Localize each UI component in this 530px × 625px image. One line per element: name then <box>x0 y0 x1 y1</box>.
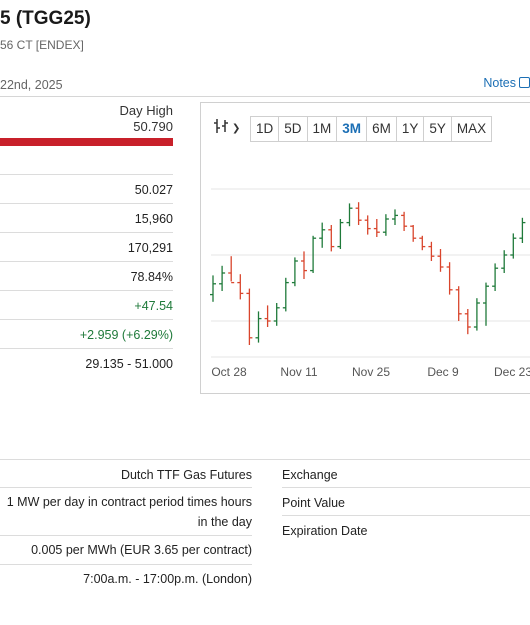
stat-value: 29.135 - 51.000 <box>85 357 173 371</box>
ohlc-bar <box>264 305 271 327</box>
notes-label: Notes <box>483 76 516 90</box>
contract-specs: Dutch TTF Gas Futures Exchange 1 MW per … <box>0 459 530 586</box>
spec-divider <box>0 487 252 488</box>
stat-value: 170,291 <box>127 241 173 255</box>
range-button-3m[interactable]: 3M <box>336 116 368 142</box>
ohlc-bar <box>364 215 371 235</box>
quote-date: 22nd, 2025 <box>0 78 63 92</box>
ohlc-bar <box>437 249 444 272</box>
x-tick-label: Nov 11 <box>280 365 317 379</box>
external-link-icon <box>519 77 530 88</box>
spec-contract-size: 1 MW per day in contract period times ho… <box>6 495 252 529</box>
stat-row: 50.027 <box>0 174 173 203</box>
x-tick-label: Dec 9 <box>427 365 459 379</box>
ohlc-bar <box>428 241 435 261</box>
ohlc-bar <box>419 235 426 251</box>
ohlc-bar <box>228 256 235 284</box>
ohlc-bar <box>455 286 462 321</box>
contract-subtitle: 56 CT [ENDEX] <box>0 38 84 52</box>
ohlc-bar <box>301 251 307 279</box>
ohlc-bar <box>282 277 289 312</box>
ohlc-bar <box>510 233 517 259</box>
range-button-6m[interactable]: 6M <box>366 116 397 142</box>
ohlc-bar <box>355 202 362 225</box>
ohlc-bar <box>255 311 262 343</box>
stat-row: 15,960 <box>0 203 173 232</box>
candlestick-chart-icon[interactable]: ❯ <box>213 118 245 140</box>
range-selector: 1D 5D 1M 3M 6M 1Y 5Y MAX <box>250 116 493 142</box>
notes-link[interactable]: Notes <box>483 76 530 90</box>
spec-divider <box>0 564 252 565</box>
chevron-down-icon: ❯ <box>232 123 241 134</box>
range-button-1d[interactable]: 1D <box>250 116 280 142</box>
ohlc-bar <box>464 309 471 335</box>
ohlc-chart[interactable]: Oct 28 Nov 11 Nov 25 Dec 9 Dec 23 <box>201 103 530 395</box>
stat-value: 78.84% <box>130 270 173 284</box>
ohlc-bar <box>501 250 508 273</box>
ohlc-bar <box>446 262 453 295</box>
ohlc-bar <box>291 257 298 287</box>
ohlc-bar <box>519 217 526 243</box>
x-tick-label: Oct 28 <box>211 365 247 379</box>
stat-value: 50.027 <box>134 183 173 197</box>
stat-row: 170,291 <box>0 232 173 261</box>
ohlc-bar <box>401 211 408 231</box>
stat-value: 15,960 <box>134 212 173 226</box>
range-button-max[interactable]: MAX <box>450 116 493 142</box>
ohlc-bar <box>337 219 344 249</box>
ohlc-bar <box>382 214 389 236</box>
spec-divider <box>0 535 252 536</box>
ohlc-bar <box>410 225 417 242</box>
ohlc-bar <box>246 288 253 345</box>
ohlc-bar <box>319 222 326 248</box>
stat-row: +2.959 (+6.29%) <box>0 319 173 348</box>
spec-label-expiration: Expiration Date <box>282 524 368 538</box>
day-high-label: Day High <box>119 103 173 118</box>
ohlc-bar <box>392 209 398 225</box>
quote-stats: 50.027 15,960 170,291 78.84% +47.54 +2.9… <box>0 174 173 377</box>
range-button-1y[interactable]: 1Y <box>395 116 425 142</box>
spec-label-exchange: Exchange <box>282 468 338 482</box>
day-high-value: 50.790 <box>133 119 173 134</box>
spec-divider <box>282 487 530 488</box>
ohlc-bar <box>237 274 244 300</box>
header-divider <box>0 96 530 97</box>
contract-title: 5 (TGG25) <box>0 8 91 29</box>
range-button-5d[interactable]: 5D <box>278 116 308 142</box>
spec-tick-size: 0.005 per MWh (EUR 3.65 per contract) <box>31 543 252 557</box>
x-axis-ticks: Oct 28 Nov 11 Nov 25 Dec 9 Dec 23 <box>211 365 530 379</box>
ohlc-bar <box>483 282 489 326</box>
stat-row: +47.54 <box>0 290 173 319</box>
ohlc-bar <box>373 219 380 237</box>
spec-trading-hours: 7:00a.m. - 17:00p.m. (London) <box>83 572 252 586</box>
stat-value: +2.959 (+6.29%) <box>79 328 173 342</box>
x-tick-label: Nov 25 <box>352 365 390 379</box>
spec-divider <box>282 515 530 516</box>
x-tick-label: Dec 23 <box>494 365 530 379</box>
ohlc-bar <box>273 303 280 326</box>
ohlc-bar <box>328 225 335 252</box>
ohlc-bar <box>310 235 317 273</box>
ohlc-bar <box>219 265 226 291</box>
day-range-bar <box>0 138 173 146</box>
ohlc-bar <box>492 263 499 291</box>
range-button-5y[interactable]: 5Y <box>423 116 452 142</box>
spec-label-point-value: Point Value <box>282 496 346 510</box>
stat-row: 29.135 - 51.000 <box>0 348 173 377</box>
price-chart-panel: ❯ 1D 5D 1M 3M 6M 1Y 5Y MAX Oct 28 Nov 11 N… <box>200 102 530 394</box>
ohlc-bar <box>473 298 480 331</box>
ohlc-bars <box>210 202 526 345</box>
spec-contract-name: Dutch TTF Gas Futures <box>120 468 252 482</box>
stat-value: +47.54 <box>134 299 173 313</box>
range-button-1m[interactable]: 1M <box>306 116 338 142</box>
ohlc-bar <box>346 203 353 227</box>
ohlc-bar <box>210 275 216 302</box>
stat-row: 78.84% <box>0 261 173 290</box>
chart-grid <box>211 188 530 358</box>
